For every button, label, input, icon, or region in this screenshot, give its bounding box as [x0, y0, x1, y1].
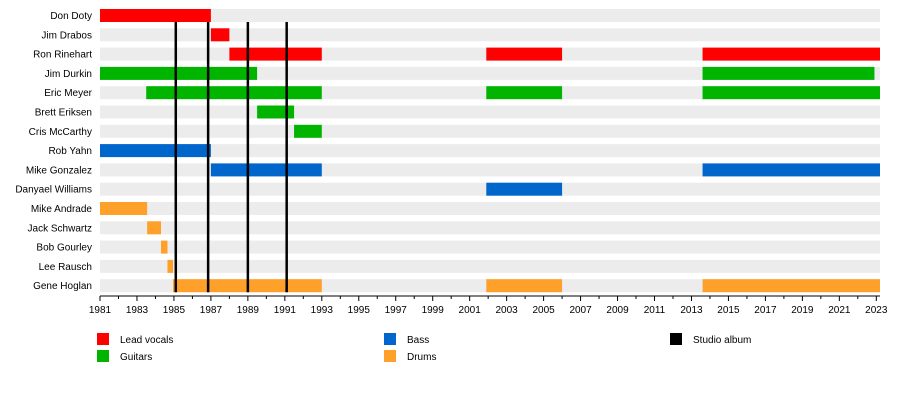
- legend-swatch-guitars: [97, 350, 109, 362]
- legend-label-bass: Bass: [407, 335, 429, 346]
- member-label: Ron Rinehart: [33, 50, 92, 61]
- bar-guitars: [702, 66, 875, 80]
- x-tick-label: 2021: [828, 305, 851, 316]
- bar-guitars: [294, 124, 322, 138]
- bar-guitars: [146, 86, 322, 100]
- member-label: Gene Hoglan: [33, 281, 92, 292]
- member-label: Jack Schwartz: [28, 223, 92, 234]
- x-tick-label: 2023: [865, 305, 888, 316]
- x-tick-label: 2005: [532, 305, 555, 316]
- bar-drums: [147, 221, 161, 235]
- x-tick-label: 1987: [200, 305, 223, 316]
- bar-vocals: [702, 47, 880, 61]
- bar-drums: [160, 240, 168, 254]
- bar-bass: [486, 182, 563, 196]
- row-background: [100, 202, 880, 215]
- bar-guitars: [100, 66, 258, 80]
- x-tick-label: 1991: [274, 305, 297, 316]
- member-label: Danyael Williams: [15, 185, 92, 196]
- row-background: [100, 28, 880, 42]
- legend-swatch-album: [670, 333, 682, 345]
- row-background: [100, 105, 880, 119]
- x-tick-label: 2017: [754, 305, 777, 316]
- legend-label-drums: Drums: [407, 352, 436, 363]
- x-tick-label: 1993: [311, 305, 334, 316]
- legend-swatch-drums: [384, 350, 396, 362]
- x-tick-label: 2011: [644, 305, 666, 316]
- member-label: Eric Meyer: [44, 88, 92, 99]
- x-tick-label: 1983: [126, 305, 149, 316]
- bar-vocals: [210, 28, 230, 42]
- member-label: Brett Eriksen: [35, 108, 92, 119]
- bar-drums: [100, 202, 148, 215]
- bar-guitars: [486, 86, 563, 100]
- bar-bass: [210, 163, 322, 177]
- row-background: [100, 124, 880, 138]
- legend-swatch-vocals: [97, 333, 109, 345]
- member-label: Jim Drabos: [41, 30, 92, 41]
- bar-vocals: [229, 47, 322, 61]
- bar-guitars: [702, 86, 880, 100]
- x-tick-label: 1995: [348, 305, 371, 316]
- x-tick-label: 1989: [237, 305, 260, 316]
- row-background: [100, 144, 880, 158]
- row-background: [100, 221, 880, 235]
- x-tick-label: 2003: [496, 305, 519, 316]
- member-label: Don Doty: [50, 11, 92, 22]
- x-tick-label: 2015: [717, 305, 740, 316]
- row-background: [100, 9, 880, 22]
- row-background: [100, 66, 880, 80]
- x-tick-label: 1981: [89, 305, 112, 316]
- x-tick-label: 1999: [422, 305, 445, 316]
- bar-vocals: [486, 47, 563, 61]
- member-label: Bob Gourley: [36, 243, 92, 254]
- row-background: [100, 240, 880, 254]
- legend-swatch-bass: [384, 333, 396, 345]
- member-label: Rob Yahn: [48, 146, 92, 157]
- member-label: Lee Rausch: [39, 262, 92, 273]
- bar-drums: [167, 259, 174, 273]
- bar-bass: [702, 163, 880, 177]
- member-label: Jim Durkin: [45, 69, 92, 80]
- legend-label-vocals: Lead vocals: [120, 335, 173, 346]
- x-tick-label: 1997: [385, 305, 408, 316]
- member-label: Cris McCarthy: [29, 127, 92, 138]
- x-tick-label: 2001: [459, 305, 482, 316]
- bar-bass: [100, 144, 211, 158]
- bar-drums: [702, 279, 880, 293]
- row-background: [100, 259, 880, 273]
- x-tick-label: 1985: [163, 305, 186, 316]
- member-label: Mike Gonzalez: [26, 165, 92, 176]
- x-tick-label: 2007: [569, 305, 592, 316]
- member-label: Mike Andrade: [31, 204, 93, 215]
- x-tick-label: 2013: [680, 305, 703, 316]
- x-tick-label: 2009: [606, 305, 629, 316]
- bar-guitars: [257, 105, 295, 119]
- x-tick-label: 2019: [791, 305, 814, 316]
- legend-label-album: Studio album: [693, 335, 751, 346]
- bar-vocals: [100, 9, 211, 22]
- legend-label-guitars: Guitars: [120, 352, 152, 363]
- bar-drums: [486, 279, 563, 293]
